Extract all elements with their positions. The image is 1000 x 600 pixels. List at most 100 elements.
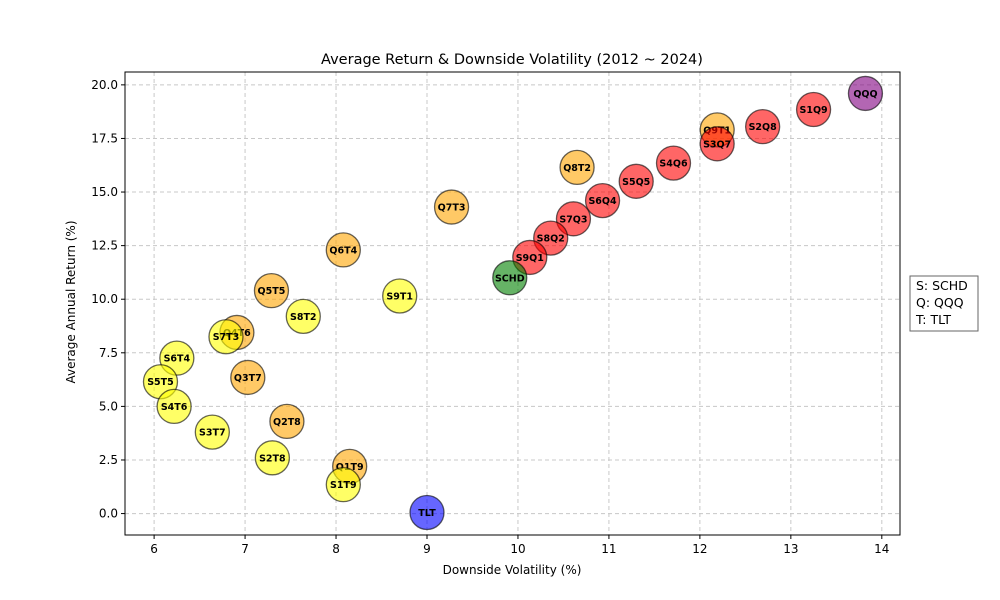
x-tick-label: 14 [874, 542, 889, 556]
x-tick-label: 6 [150, 542, 158, 556]
x-tick-label: 8 [332, 542, 340, 556]
data-point-q7t3: Q7T3 [433, 189, 470, 225]
point-label: S8Q2 [537, 234, 565, 245]
point-label: S5Q5 [622, 177, 650, 188]
data-point-q6t4: Q6T4 [325, 232, 361, 268]
legend-line-schd: S: SCHD [916, 278, 968, 293]
point-label: Q1T9 [336, 462, 364, 473]
point-marker [230, 359, 266, 396]
data-point-tlt: TLT [409, 494, 445, 531]
point-marker [194, 414, 230, 450]
data-point-s5q5: S5Q5 [618, 163, 654, 199]
x-tick-label: 12 [692, 542, 707, 556]
point-label: S5T5 [147, 377, 174, 388]
plot-frame [124, 71, 901, 536]
x-axis-label: Downside Volatility (%) [443, 563, 582, 577]
point-label: S9T1 [386, 291, 413, 302]
x-tick-label: 7 [241, 542, 249, 556]
y-tick-label: 10.0 [91, 292, 118, 306]
point-label: Q8T2 [563, 163, 591, 174]
data-point-schd: SCHD [492, 260, 528, 296]
data-point-s3q7: S3Q7 [699, 126, 735, 162]
point-label: Q2T8 [273, 417, 301, 428]
y-axis-label: Average Annual Return (%) [64, 220, 78, 383]
data-point-s4q6: S4Q6 [655, 145, 692, 181]
y-tick-label: 17.5 [91, 131, 118, 145]
point-label: S9Q1 [516, 253, 544, 264]
point-label: S3T7 [199, 428, 226, 439]
y-tick-label: 7.5 [99, 346, 118, 360]
x-tick-label: 9 [423, 542, 431, 556]
point-label: TLT [418, 508, 436, 519]
point-label: QQQ [853, 89, 877, 100]
data-point-qqq: QQQ [847, 75, 884, 112]
data-point-s6q4: S6Q4 [584, 182, 621, 219]
point-label: S4Q6 [659, 159, 688, 170]
point-marker [208, 319, 244, 355]
point-marker [254, 440, 291, 476]
point-label: Q7T3 [438, 203, 466, 214]
data-point-s4t6: S4T6 [156, 388, 192, 425]
data-point-s7t3: S7T3 [208, 319, 244, 355]
legend-frame [909, 275, 979, 332]
point-label: S2T8 [259, 453, 286, 464]
data-point-s9t1: S9T1 [382, 278, 418, 314]
data-point-q2t8: Q2T8 [269, 403, 305, 440]
point-marker [744, 109, 781, 145]
point-label: S3Q7 [703, 139, 731, 150]
point-label: Q6T4 [329, 245, 357, 256]
point-marker [325, 466, 361, 503]
point-marker [555, 201, 592, 237]
data-point-q5t5: Q5T5 [253, 272, 290, 309]
point-label: S7T3 [213, 332, 240, 343]
data-point-s8t2: S8T2 [285, 298, 321, 335]
chart-title: Average Return & Downside Volatility (20… [321, 52, 703, 68]
data-point-q8t2: Q8T2 [559, 149, 595, 186]
point-marker [156, 388, 192, 425]
x-tick-label: 10 [510, 542, 525, 556]
point-label: Q5T5 [258, 286, 286, 297]
point-marker [253, 272, 290, 309]
point-marker [409, 494, 445, 531]
point-label: S6Q4 [588, 196, 617, 207]
point-marker [559, 149, 595, 186]
point-marker [492, 260, 528, 296]
grid-layer [125, 72, 900, 535]
data-point-s7q3: S7Q3 [555, 201, 592, 237]
y-tick-label: 12.5 [91, 239, 118, 253]
data-point-s1t9: S1T9 [325, 466, 361, 503]
y-tick-label: 15.0 [91, 185, 118, 199]
point-marker [795, 91, 832, 128]
point-marker [655, 145, 692, 181]
point-marker [325, 232, 361, 268]
y-tick-label: 20.0 [91, 78, 118, 92]
point-marker [382, 278, 418, 314]
point-marker [618, 163, 654, 199]
data-point-s1q9: S1Q9 [795, 91, 832, 128]
ticks-layer: 6 7 8 9 10 11 12 13 14 0.0 2.5 5.0 7.5 10.0 12.5 15.0 17… [91, 78, 889, 556]
data-point-q3t7: Q3T7 [230, 359, 266, 396]
point-label: S2Q8 [749, 122, 778, 133]
point-marker [584, 182, 621, 219]
x-tick-label: 11 [601, 542, 616, 556]
point-label: Q3T7 [234, 373, 262, 384]
y-tick-label: 0.0 [99, 507, 118, 521]
legend-line-tlt: T: TLT [915, 312, 951, 327]
legend-line-qqq: Q: QQQ [916, 295, 964, 310]
data-point-s2t8: S2T8 [254, 440, 291, 476]
point-label: S7Q3 [559, 214, 587, 225]
point-label: S8T2 [290, 312, 317, 323]
point-marker [433, 189, 470, 225]
data-point-s3t7: S3T7 [194, 414, 230, 450]
y-tick-label: 5.0 [99, 399, 118, 413]
point-label: S1Q9 [800, 105, 828, 116]
point-label: S4T6 [161, 402, 188, 413]
y-tick-label: 2.5 [99, 453, 118, 467]
x-tick-label: 13 [783, 542, 798, 556]
point-label: S1T9 [330, 480, 357, 491]
points-layer: QQQS1Q9S2Q8Q9T1S3Q7S4Q6Q8T2S5Q5S6Q4Q7T3S… [142, 75, 884, 531]
point-marker [847, 75, 884, 112]
